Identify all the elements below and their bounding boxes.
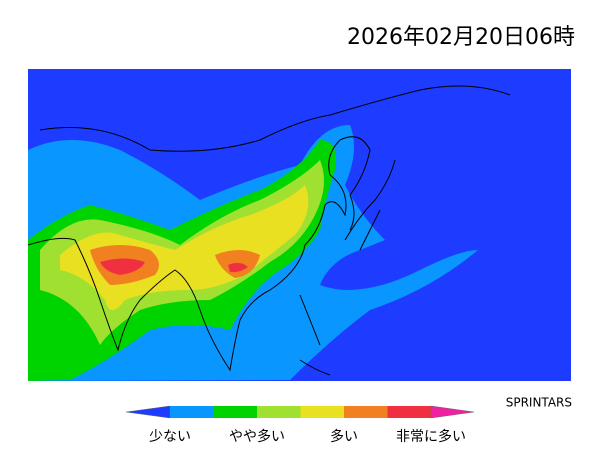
legend-swatch <box>257 406 301 418</box>
map <box>27 69 571 381</box>
legend-label: 多い <box>330 428 358 445</box>
border <box>39 85 511 152</box>
credit: SPRINTARS <box>506 396 572 410</box>
region-very-high <box>90 245 260 285</box>
legend-swatch <box>430 405 475 419</box>
japan-coastline <box>344 159 396 251</box>
legend-label: 少ない <box>149 429 191 445</box>
legend-label: 非常に多い <box>396 428 466 445</box>
coastline <box>27 136 371 372</box>
legend-swatch <box>170 406 214 418</box>
legend-swatch <box>344 406 388 418</box>
legend-swatch <box>300 406 344 418</box>
legend-swatch <box>387 406 431 418</box>
legend-swatch <box>213 406 257 418</box>
title: 2026年02月20日06時 <box>347 25 575 50</box>
legend-swatch <box>125 405 171 419</box>
region-extreme <box>100 258 248 275</box>
islands <box>299 294 331 376</box>
legend: 少ない やや多い 多い 非常に多い <box>125 405 475 445</box>
legend-label: やや多い <box>229 428 285 445</box>
